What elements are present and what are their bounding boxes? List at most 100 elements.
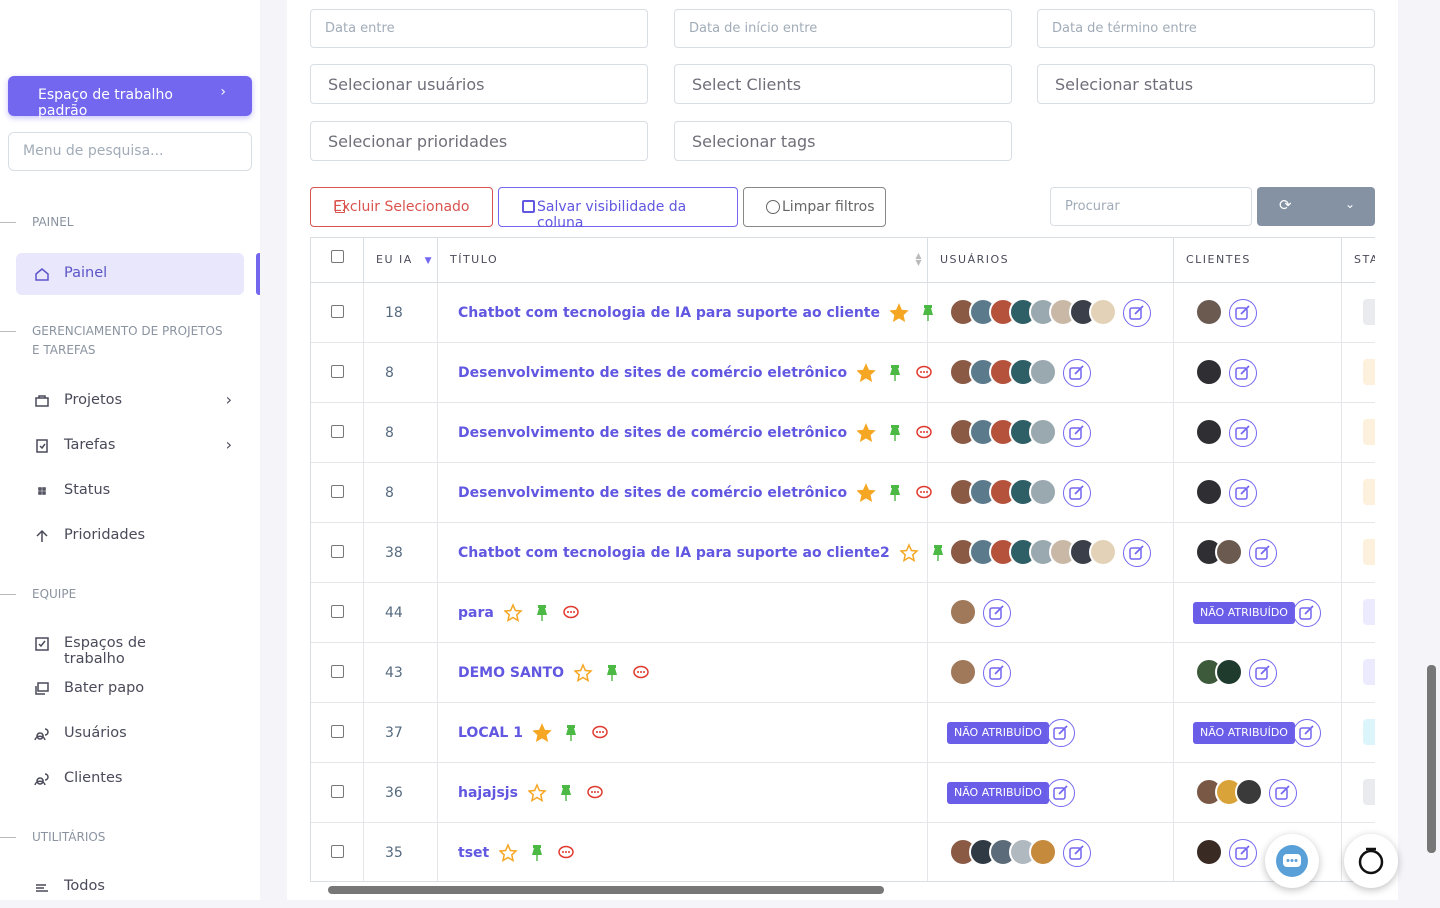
checkbox[interactable]: [331, 785, 344, 798]
avatar[interactable]: [1195, 358, 1223, 386]
filter-input[interactable]: Selecionar usuários: [310, 64, 648, 104]
task-title[interactable]: LOCAL 1: [458, 723, 653, 743]
filter-input[interactable]: Select Clients: [674, 64, 1012, 104]
id-text: 36: [385, 785, 403, 801]
edit-button[interactable]: [1047, 719, 1075, 747]
task-title[interactable]: Desenvolvimento de sites de comércio ele…: [458, 363, 977, 383]
edit-button[interactable]: [1229, 359, 1257, 387]
cell: [928, 583, 1174, 643]
checkbox[interactable]: [331, 425, 344, 438]
nav-item[interactable]: Tarefas ›: [16, 425, 244, 467]
title-text: Chatbot com tecnologia de IA para suport…: [458, 305, 880, 321]
avatar[interactable]: [1029, 478, 1057, 506]
nav-item[interactable]: Espaços de trabalho: [16, 623, 244, 667]
table-row: 38 Chatbot com tecnologia de IA para supo…: [311, 523, 1375, 583]
checkbox[interactable]: [331, 545, 344, 558]
checkbox[interactable]: [331, 665, 344, 678]
filter-input[interactable]: Selecionar tags: [674, 121, 1012, 161]
task-title[interactable]: Desenvolvimento de sites de comércio ele…: [458, 423, 977, 443]
checkbox[interactable]: [331, 250, 344, 263]
avatar[interactable]: [1195, 418, 1223, 446]
column-header[interactable]: STA: [1342, 238, 1375, 283]
avatar[interactable]: [1215, 538, 1243, 566]
column-header[interactable]: EU IA ▼: [364, 238, 438, 283]
edit-button[interactable]: [1249, 659, 1277, 687]
checkbox[interactable]: [331, 845, 344, 858]
v-scrollbar[interactable]: [1427, 665, 1436, 853]
chat-button[interactable]: [1265, 834, 1319, 888]
menu-search[interactable]: Menu de pesquisa...: [8, 132, 252, 171]
unassigned-badge: NÃO ATRIBUÍDO: [1193, 722, 1295, 744]
edit-button[interactable]: [1063, 839, 1091, 867]
title-text: Desenvolvimento de sites de comércio ele…: [458, 425, 848, 441]
edit-button[interactable]: [1249, 539, 1277, 567]
edit-button[interactable]: [983, 659, 1011, 687]
avatar[interactable]: [1089, 538, 1117, 566]
avatar[interactable]: [1029, 418, 1057, 446]
task-title[interactable]: para: [458, 603, 624, 623]
avatar[interactable]: [1215, 658, 1243, 686]
task-title[interactable]: DEMO SANTO: [458, 663, 694, 683]
column-header[interactable]: TÍTULO ▲ ▼: [438, 238, 928, 283]
filter-input[interactable]: Data entre: [310, 9, 648, 48]
refresh-button[interactable]: ⟳ ⌄: [1257, 187, 1375, 226]
nav-item[interactable]: Status: [16, 470, 244, 512]
save-button[interactable]: Salvar visibilidade da coluna: [498, 187, 738, 231]
nav-item[interactable]: Todos: [16, 866, 244, 908]
filter-input[interactable]: Data de início entre: [674, 9, 1012, 48]
avatar[interactable]: [1195, 838, 1223, 866]
nav-item[interactable]: Prioridades: [16, 515, 244, 557]
column-header[interactable]: CLIENTES: [1174, 238, 1342, 283]
workspace-button[interactable]: Espaço de trabalho padrão ›: [8, 76, 252, 119]
nav-item[interactable]: Projetos ›: [16, 380, 244, 422]
task-title[interactable]: hajajsjs: [458, 783, 648, 803]
delete-button[interactable]: Excluir Selecionado: [310, 187, 493, 227]
avatar[interactable]: [949, 598, 977, 626]
clear-button[interactable]: Limpar filtros: [743, 187, 886, 227]
avatar[interactable]: [1195, 298, 1223, 326]
checkbox[interactable]: [331, 365, 344, 378]
edit-button[interactable]: [1293, 719, 1321, 747]
edit-button[interactable]: [1063, 419, 1091, 447]
task-title[interactable]: Desenvolvimento de sites de comércio ele…: [458, 483, 977, 503]
edit-button[interactable]: [1123, 299, 1151, 327]
cell: [1342, 283, 1375, 343]
cell: [311, 463, 364, 523]
task-title[interactable]: tset: [458, 843, 619, 863]
avatar[interactable]: [1195, 478, 1223, 506]
id-text: 35: [385, 845, 403, 861]
timer-button[interactable]: [1344, 834, 1398, 888]
filter-input[interactable]: Selecionar prioridades: [310, 121, 648, 161]
edit-button[interactable]: [1229, 479, 1257, 507]
unassigned-badge: NÃO ATRIBUÍDO: [947, 722, 1049, 744]
edit-button[interactable]: [1063, 479, 1091, 507]
checkbox[interactable]: [331, 605, 344, 618]
nav-item[interactable]: Usuários: [16, 713, 244, 755]
edit-button[interactable]: [983, 599, 1011, 627]
edit-button[interactable]: [1047, 779, 1075, 807]
edit-button[interactable]: [1269, 779, 1297, 807]
nav-item[interactable]: Painel: [16, 253, 244, 295]
avatar[interactable]: [1089, 298, 1117, 326]
avatar[interactable]: [1029, 358, 1057, 386]
edit-button[interactable]: [1293, 599, 1321, 627]
edit-button[interactable]: [1229, 839, 1257, 867]
checkbox[interactable]: [331, 305, 344, 318]
id-text: 8: [385, 425, 394, 441]
h-scrollbar[interactable]: [314, 884, 1376, 896]
avatar[interactable]: [949, 658, 977, 686]
checkbox[interactable]: [331, 485, 344, 498]
checkbox[interactable]: [331, 725, 344, 738]
avatar[interactable]: [1029, 838, 1057, 866]
edit-button[interactable]: [1123, 539, 1151, 567]
edit-button[interactable]: [1229, 419, 1257, 447]
column-header[interactable]: USUÁRIOS: [928, 238, 1174, 283]
filter-input[interactable]: Data de término entre: [1037, 9, 1375, 48]
filter-input[interactable]: Selecionar status: [1037, 64, 1375, 104]
nav-item[interactable]: Clientes: [16, 758, 244, 800]
edit-button[interactable]: [1063, 359, 1091, 387]
nav-item[interactable]: Bater papo: [16, 668, 244, 710]
edit-button[interactable]: [1229, 299, 1257, 327]
table-search[interactable]: Procurar: [1050, 187, 1252, 226]
avatar[interactable]: [1235, 778, 1263, 806]
